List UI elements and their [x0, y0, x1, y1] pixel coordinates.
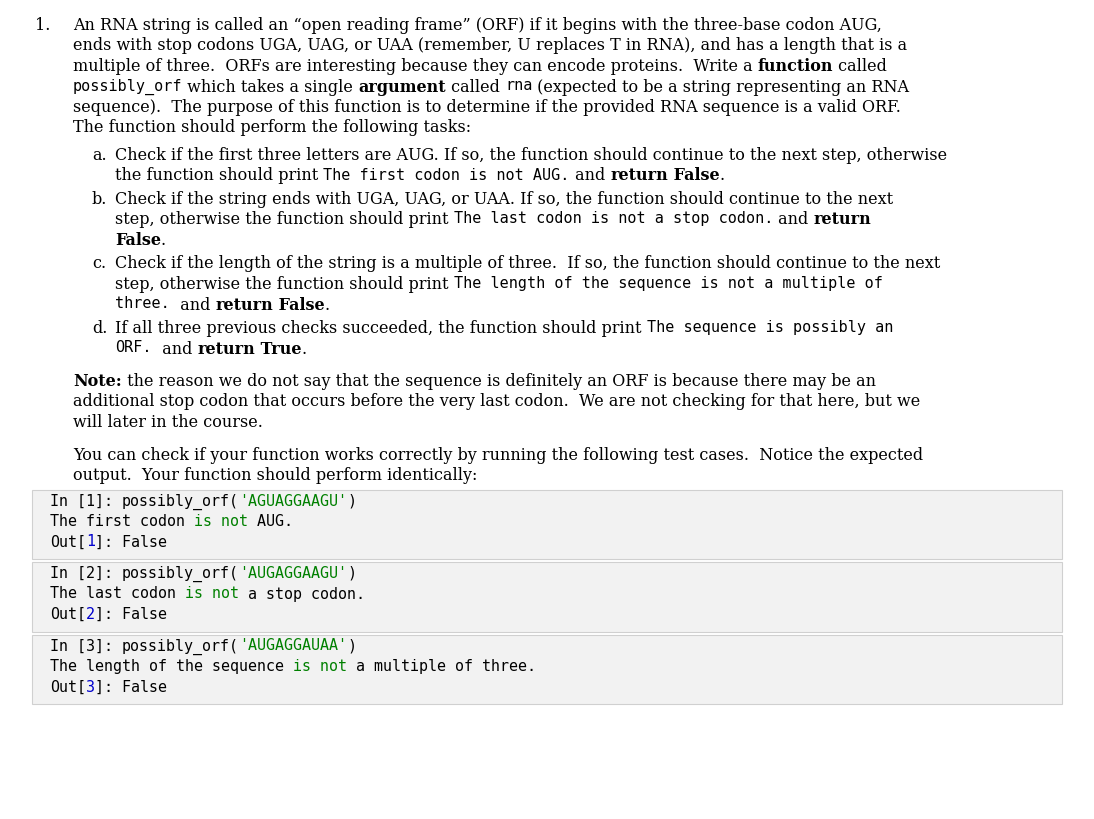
Text: Out[: Out[	[50, 607, 86, 622]
Text: which takes a single: which takes a single	[183, 79, 359, 96]
Bar	[32, 635, 1062, 704]
Text: possibly_orf: possibly_orf	[73, 79, 183, 95]
Text: and: and	[170, 296, 216, 314]
Text: function: function	[758, 58, 834, 75]
Text: In [3]:: In [3]:	[50, 639, 123, 654]
Text: Check if the first three letters are AUG. If so, the function should continue to: Check if the first three letters are AUG…	[115, 147, 947, 164]
Text: return: return	[197, 341, 255, 358]
Text: step, otherwise the function should print: step, otherwise the function should prin…	[115, 276, 454, 293]
Text: False: False	[667, 168, 720, 184]
Text: a multiple of three.: a multiple of three.	[347, 659, 536, 674]
Text: 'AGUAGGAAGU': 'AGUAGGAAGU'	[238, 494, 347, 509]
Text: and: and	[570, 168, 610, 184]
Text: will later in the course.: will later in the course.	[73, 414, 263, 431]
Text: ): )	[347, 566, 356, 581]
Text: multiple of three.  ORFs are interesting because they can encode proteins.  Writ: multiple of three. ORFs are interesting …	[73, 58, 758, 75]
Text: The first codon is not AUG.: The first codon is not AUG.	[324, 168, 570, 183]
Text: The length of the sequence: The length of the sequence	[50, 659, 293, 674]
Text: and: and	[773, 211, 813, 229]
Text: 3: 3	[86, 680, 95, 695]
Text: 'AUGAGGAUAA': 'AUGAGGAUAA'	[238, 639, 347, 654]
Text: Out[: Out[	[50, 680, 86, 695]
Text: a stop codon.: a stop codon.	[238, 586, 365, 601]
Text: output.  Your function should perform identically:: output. Your function should perform ide…	[73, 467, 477, 484]
Text: b.: b.	[92, 191, 107, 208]
Text: is not: is not	[194, 514, 248, 529]
Text: argument: argument	[359, 79, 446, 96]
Text: False: False	[274, 296, 325, 314]
Text: ]: False: ]: False	[95, 680, 167, 695]
Text: You can check if your function works correctly by running the following test cas: You can check if your function works cor…	[73, 446, 923, 464]
Text: step, otherwise the function should print: step, otherwise the function should prin…	[115, 211, 454, 229]
Text: ): )	[347, 639, 356, 654]
Text: If all three previous checks succeeded, the function should print: If all three previous checks succeeded, …	[115, 320, 647, 337]
Text: called: called	[446, 79, 505, 96]
Text: .: .	[325, 296, 329, 314]
Text: is not: is not	[185, 586, 238, 601]
Text: ]: False: ]: False	[95, 607, 167, 622]
Text: False: False	[115, 232, 161, 249]
Text: return: return	[610, 168, 667, 184]
Text: and: and	[151, 341, 197, 358]
Text: An RNA string is called an “open reading frame” (ORF) if it begins with the thre: An RNA string is called an “open reading…	[73, 17, 882, 34]
Text: The length of the sequence is not a multiple of: The length of the sequence is not a mult…	[454, 276, 883, 291]
Text: is not: is not	[293, 659, 347, 674]
Text: In [2]:: In [2]:	[50, 566, 123, 581]
Text: possibly_orf(: possibly_orf(	[123, 494, 238, 509]
Text: ends with stop codons UGA, UAG, or UAA (remember, U replaces T in RNA), and has : ends with stop codons UGA, UAG, or UAA (…	[73, 38, 907, 55]
Text: the function should print: the function should print	[115, 168, 324, 184]
Text: 2: 2	[86, 607, 95, 622]
Text: the reason we do not say that the sequence is definitely an ORF is because there: the reason we do not say that the sequen…	[121, 373, 876, 390]
Text: .: .	[301, 341, 306, 358]
Text: (expected to be a string representing an RNA: (expected to be a string representing an…	[533, 79, 909, 96]
Text: The last codon: The last codon	[50, 586, 185, 601]
Text: possibly_orf(: possibly_orf(	[123, 566, 238, 582]
Text: AUG.: AUG.	[248, 514, 293, 529]
Text: .: .	[720, 168, 724, 184]
Text: three.: three.	[115, 296, 170, 311]
Text: The function should perform the following tasks:: The function should perform the followin…	[73, 120, 472, 137]
Text: .: .	[161, 232, 166, 249]
Text: ORF.: ORF.	[115, 341, 151, 355]
Text: d.: d.	[92, 320, 107, 337]
Text: Note:: Note:	[73, 373, 121, 390]
Text: called: called	[834, 58, 887, 75]
Text: True: True	[255, 341, 301, 358]
Bar	[32, 490, 1062, 559]
Text: rna: rna	[505, 79, 533, 93]
Text: ]: False: ]: False	[95, 535, 167, 550]
Text: ): )	[347, 494, 356, 509]
Text: The sequence is possibly an: The sequence is possibly an	[647, 320, 893, 335]
Text: possibly_orf(: possibly_orf(	[123, 639, 238, 654]
Text: Check if the string ends with UGA, UAG, or UAA. If so, the function should conti: Check if the string ends with UGA, UAG, …	[115, 191, 893, 208]
Bar	[32, 562, 1062, 631]
Text: 1: 1	[86, 535, 95, 550]
Text: Check if the length of the string is a multiple of three.  If so, the function s: Check if the length of the string is a m…	[115, 256, 940, 273]
Text: additional stop codon that occurs before the very last codon.  We are not checki: additional stop codon that occurs before…	[73, 393, 920, 410]
Text: return: return	[813, 211, 871, 229]
Text: In [1]:: In [1]:	[50, 494, 123, 509]
Text: Out[: Out[	[50, 535, 86, 550]
Text: return: return	[216, 296, 274, 314]
Text: 1.: 1.	[35, 17, 50, 34]
Text: The first codon: The first codon	[50, 514, 194, 529]
Text: a.: a.	[92, 147, 106, 164]
Text: 'AUGAGGAAGU': 'AUGAGGAAGU'	[238, 566, 347, 581]
Text: c.: c.	[92, 256, 106, 273]
Text: The last codon is not a stop codon.: The last codon is not a stop codon.	[454, 211, 773, 227]
Text: sequence).  The purpose of this function is to determine if the provided RNA seq: sequence). The purpose of this function …	[73, 99, 900, 116]
